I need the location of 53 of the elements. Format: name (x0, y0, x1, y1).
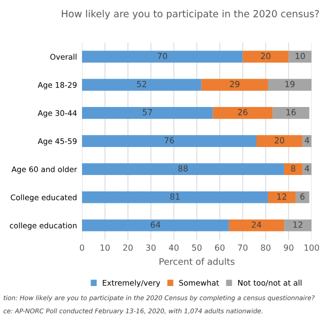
x-tick-label: 90 (284, 244, 294, 251)
data-label: 19 (285, 80, 295, 88)
bar (268, 191, 296, 204)
data-label: 24 (252, 221, 262, 228)
x-tick-label: 70 (238, 244, 248, 251)
data-label: 88 (178, 165, 188, 172)
data-label: 12 (293, 221, 302, 228)
bar (82, 50, 243, 63)
bar (268, 78, 312, 91)
data-label: 20 (274, 137, 284, 144)
x-tick-label: 100 (304, 244, 319, 251)
bar (82, 191, 268, 204)
data-label: 81 (170, 193, 180, 200)
data-label: 6 (300, 193, 305, 200)
x-tick-label: 30 (146, 244, 156, 251)
bar (82, 107, 213, 119)
bar (82, 78, 202, 91)
x-tick-label: 40 (168, 244, 179, 251)
bar (228, 219, 284, 232)
data-label: 12 (277, 193, 286, 200)
x-tick-label: 50 (192, 244, 202, 251)
data-label: 26 (238, 109, 248, 116)
data-label: 16 (286, 109, 296, 116)
bar (82, 163, 284, 176)
bar (288, 50, 312, 63)
bar (82, 219, 229, 232)
bar (242, 50, 289, 63)
bar (272, 107, 310, 119)
x-tick-label: 60 (215, 244, 225, 251)
x-tick-label: 20 (123, 244, 133, 251)
bar (284, 163, 302, 176)
x-axis-title: Percent of adults (160, 258, 234, 265)
data-label: 29 (230, 80, 240, 88)
bar (212, 107, 273, 119)
data-label: 8 (291, 165, 296, 172)
data-label: 52 (137, 80, 146, 88)
chart-title: How likely are you to participate in the 2020 census? (62, 10, 319, 20)
bar (82, 135, 256, 147)
x-tick-label: 10 (100, 244, 110, 251)
bar (284, 219, 312, 232)
bar (256, 135, 302, 147)
x-tick-label: 80 (260, 244, 270, 251)
bar (296, 191, 310, 204)
data-label: 64 (150, 221, 160, 228)
data-label: 57 (142, 109, 152, 116)
bar (201, 78, 268, 91)
data-label: 20 (260, 52, 270, 60)
x-tick-label: 0 (80, 244, 84, 251)
data-label: 70 (158, 52, 168, 60)
data-label: 4 (304, 137, 310, 144)
data-label: 76 (164, 137, 174, 144)
data-label: 4 (304, 165, 310, 172)
data-label: 10 (296, 52, 305, 60)
